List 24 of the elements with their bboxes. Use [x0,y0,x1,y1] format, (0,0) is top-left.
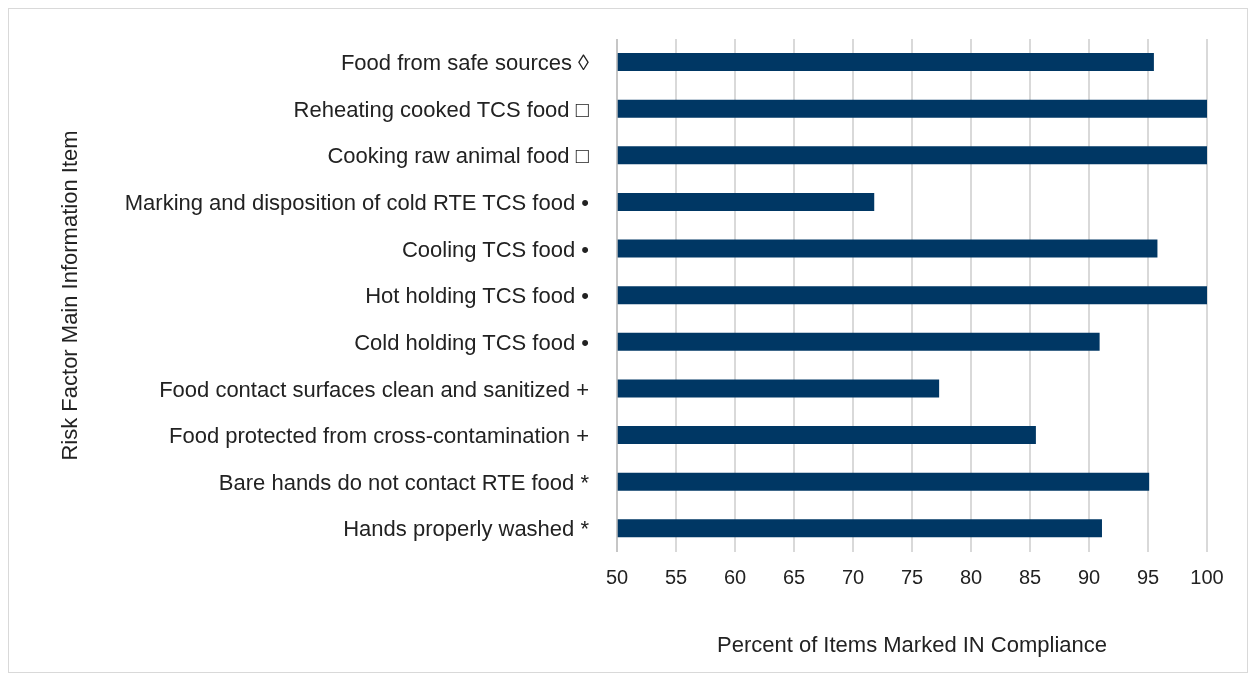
y-tick-label: Reheating cooked TCS food □ [293,96,589,122]
x-tick-label: 60 [723,566,747,589]
x-tick-label: 65 [782,566,806,589]
x-tick-label: 50 [605,566,629,589]
y-axis-title: Risk Factor Main Information Item [56,130,82,461]
y-tick-label: Food contact surfaces clean and sanitized + [159,376,589,402]
y-tick-label: Cooling TCS food • [401,236,589,262]
x-axis-title: Percent of Items Marked IN Compliance [716,632,1108,657]
x-tick-label: 55 [664,566,688,589]
y-tick-label: Cold holding TCS food • [354,329,589,355]
x-tick-label: 90 [1077,566,1101,589]
y-tick-label: Bare hands do not contact RTE food * [218,469,590,495]
y-tick-label: Hot holding TCS food • [365,283,589,309]
x-tick-label: 75 [900,566,924,589]
y-tick-label: Marking and disposition of cold RTE TCS food • [124,190,589,216]
x-tick-label: 95 [1136,566,1160,589]
y-tick-label: Food protected from cross-contamination + [168,423,589,449]
y-tick-label: Cooking raw animal food □ [327,143,589,169]
x-tick-label: 70 [841,566,865,589]
y-tick-label: Hands properly washed * [343,516,590,542]
x-tick-label: 80 [959,566,983,589]
x-tick-label: 100 [1190,566,1224,589]
x-tick-label: 85 [1018,566,1042,589]
y-tick-label: Food from safe sources ◊ [340,50,590,76]
